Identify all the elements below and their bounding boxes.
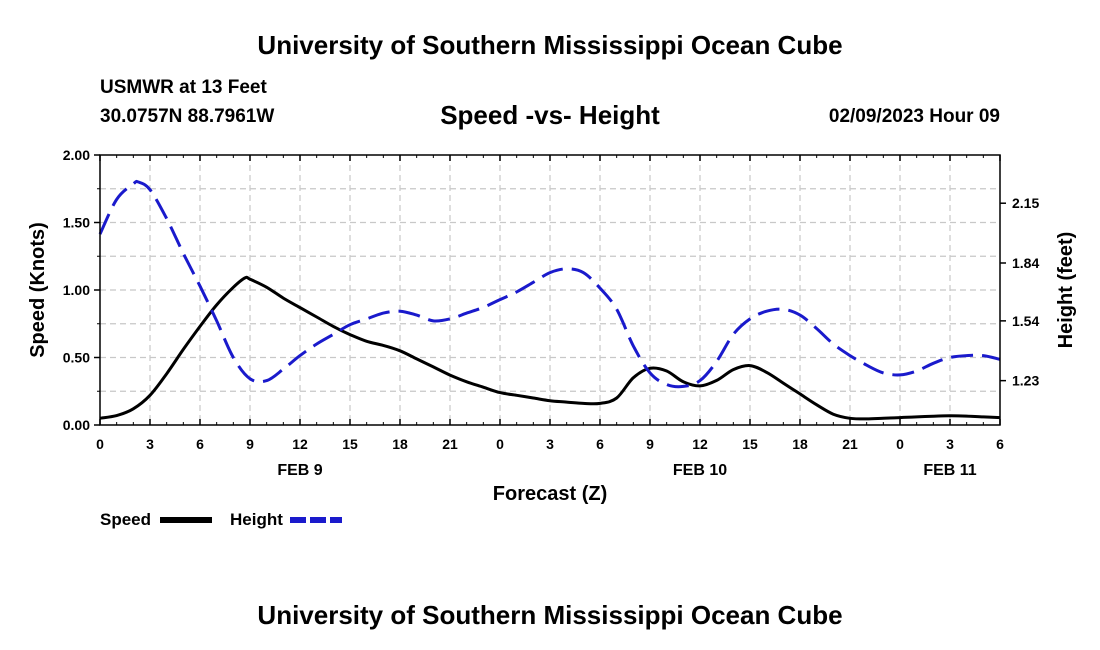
x-tick-label: 21 [842,436,858,452]
grid-lines [100,155,1000,425]
x-tick-label: 12 [692,436,708,452]
legend-label-speed: Speed [100,510,151,529]
x-tick-label: 0 [896,436,904,452]
y2-tick-label: 1.84 [1012,255,1039,271]
x-tick-label: 15 [742,436,758,452]
axis-labels: 0 3 6 9 12 15 18 21 0 3 6 9 12 15 18 21 0 3 6 0.00 0.50 1.00 1… [27,147,1077,505]
x-axis-title: Forecast (Z) [493,483,607,505]
x-tick-label: 0 [96,436,104,452]
x-tick-label: 9 [646,436,654,452]
x-tick-label: 18 [392,436,408,452]
y-tick-label: 1.00 [63,282,90,298]
y2-axis-title: Height (feet) [1055,232,1077,349]
y2-tick-label: 2.15 [1012,195,1039,211]
date-label: FEB 11 [923,462,976,479]
chart-title: University of Southern Mississippi Ocean… [257,30,843,60]
x-tick-label: 9 [246,436,254,452]
station-label: USMWR at 13 Feet [100,77,267,98]
y-tick-label: 1.50 [63,215,90,231]
x-tick-label: 3 [546,436,554,452]
series-layer [98,179,1001,421]
x-tick-label: 6 [596,436,604,452]
y-axis-title: Speed (Knots) [27,222,49,358]
coordinates-label: 30.0757N 88.7961W [100,106,275,127]
chart-subtitle: Speed -vs- Height [440,100,660,130]
x-tick-label: 3 [146,436,154,452]
datetime-label: 02/09/2023 Hour 09 [828,106,1000,127]
footer-title: University of Southern Mississippi Ocean… [257,600,843,630]
y2-tick-label: 1.54 [1012,313,1039,329]
x-tick-label: 12 [292,436,308,452]
x-tick-label: 18 [792,436,808,452]
x-tick-label: 15 [342,436,358,452]
x-tick-label: 6 [996,436,1004,452]
date-label: FEB 9 [277,462,322,479]
x-tick-label: 3 [946,436,954,452]
y2-tick-label: 1.23 [1012,373,1039,389]
y-tick-label: 0.00 [63,417,90,433]
axis-ticks [94,154,1006,426]
series-line-speed [99,275,1001,421]
series-line-height [98,179,1001,389]
y-tick-label: 2.00 [63,147,90,163]
x-tick-label: 6 [196,436,204,452]
y-tick-label: 0.50 [63,350,90,366]
legend: Speed Height [100,510,342,529]
date-label: FEB 10 [673,462,727,479]
legend-label-height: Height [230,510,283,529]
x-tick-label: 0 [496,436,504,452]
x-tick-label: 21 [442,436,458,452]
